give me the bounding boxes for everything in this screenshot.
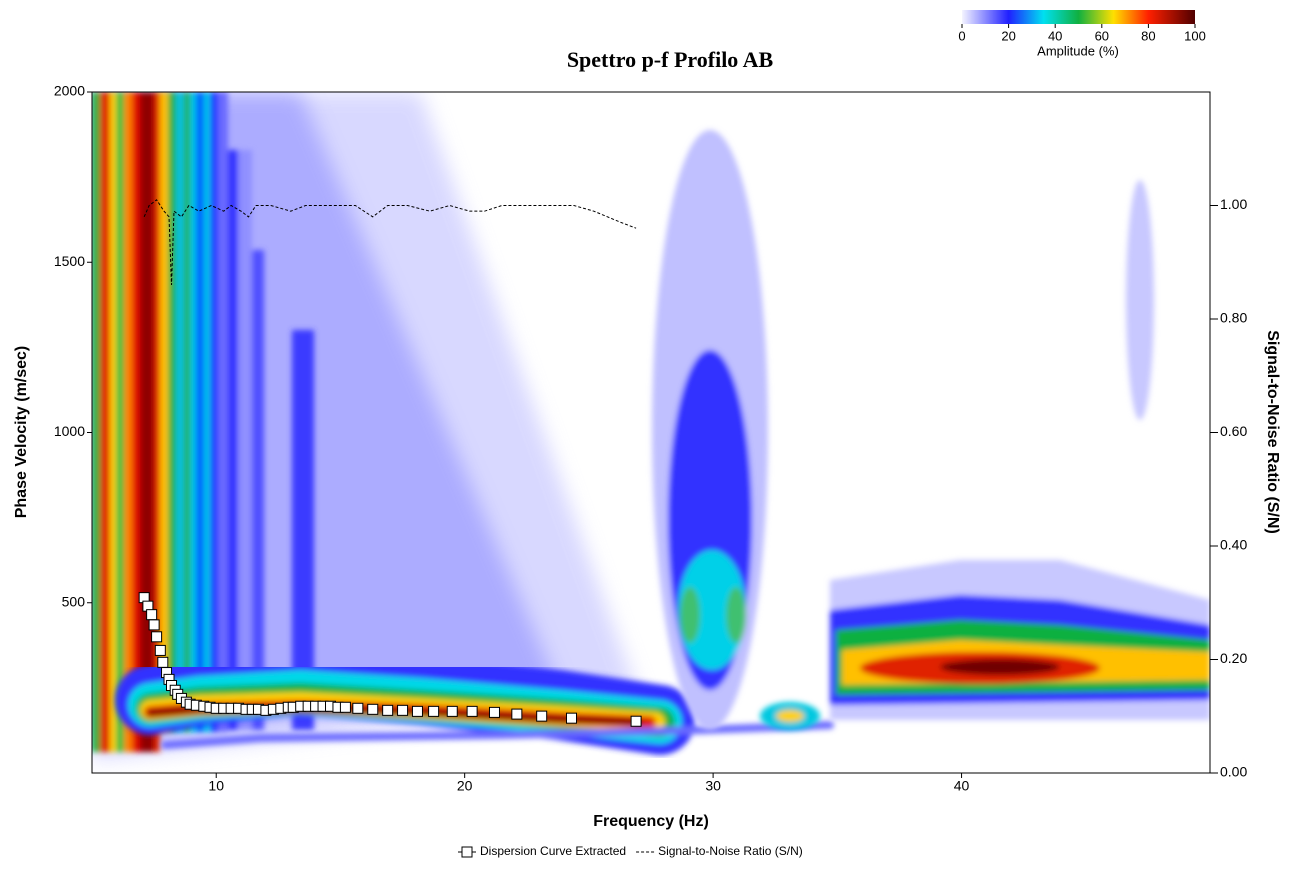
x-tick-label: 30 xyxy=(705,778,721,794)
dispersion-point xyxy=(411,705,423,717)
colorbar-tick-label: 80 xyxy=(1141,28,1155,43)
legend-label: Signal-to-Noise Ratio (S/N) xyxy=(658,844,803,858)
dispersion-point xyxy=(382,704,394,716)
colorbar-tick-label: 100 xyxy=(1184,28,1206,43)
dispersion-point xyxy=(630,715,642,727)
dispersion-point xyxy=(428,705,440,717)
colorbar-tick-label: 40 xyxy=(1048,28,1062,43)
y2-tick-label: 0.80 xyxy=(1220,310,1247,326)
y-tick-label: 1000 xyxy=(54,423,85,439)
colorbar-label: Amplitude (%) xyxy=(1037,43,1119,58)
amplitude-map xyxy=(92,92,1210,760)
x-tick-label: 20 xyxy=(457,778,473,794)
dispersion-point xyxy=(367,703,379,715)
x-axis-label: Frequency (Hz) xyxy=(593,813,709,830)
y-tick-label: 2000 xyxy=(54,83,85,99)
dispersion-point xyxy=(466,705,478,717)
y2-tick-label: 0.20 xyxy=(1220,650,1247,666)
colorbar xyxy=(962,10,1195,24)
y-tick-label: 1500 xyxy=(54,253,85,269)
dispersion-point xyxy=(565,712,577,724)
x-tick-label: 10 xyxy=(208,778,224,794)
dispersion-point xyxy=(352,702,364,714)
colorbar-tick-label: 20 xyxy=(1001,28,1015,43)
dispersion-point xyxy=(148,619,160,631)
dispersion-point xyxy=(511,708,523,720)
x-tick-label: 40 xyxy=(954,778,970,794)
y2-tick-label: 1.00 xyxy=(1220,196,1247,212)
colorbar-tick-label: 0 xyxy=(958,28,965,43)
dispersion-point xyxy=(397,704,409,716)
y2-tick-label: 0.40 xyxy=(1220,537,1247,553)
dispersion-point xyxy=(154,644,166,656)
dispersion-point xyxy=(488,706,500,718)
dispersion-point xyxy=(446,705,458,717)
dispersion-point xyxy=(151,631,163,643)
dispersion-point xyxy=(157,656,169,668)
dispersion-point xyxy=(536,710,548,722)
snr-line xyxy=(143,199,637,285)
y2-axis-label: Signal-to-Noise Ratio (S/N) xyxy=(1264,330,1281,534)
y-tick-label: 500 xyxy=(62,593,86,609)
y-axis-label: Phase Velocity (m/sec) xyxy=(13,346,30,519)
dispersion-point xyxy=(146,609,158,621)
legend-icon xyxy=(461,846,473,858)
dispersion-point xyxy=(339,701,351,713)
colorbar-tick-label: 60 xyxy=(1095,28,1109,43)
chart-title: Spettro p-f Profilo AB xyxy=(567,47,774,72)
y2-tick-label: 0.00 xyxy=(1220,764,1247,780)
legend-label: Dispersion Curve Extracted xyxy=(480,844,626,858)
y2-tick-label: 0.60 xyxy=(1220,423,1247,439)
